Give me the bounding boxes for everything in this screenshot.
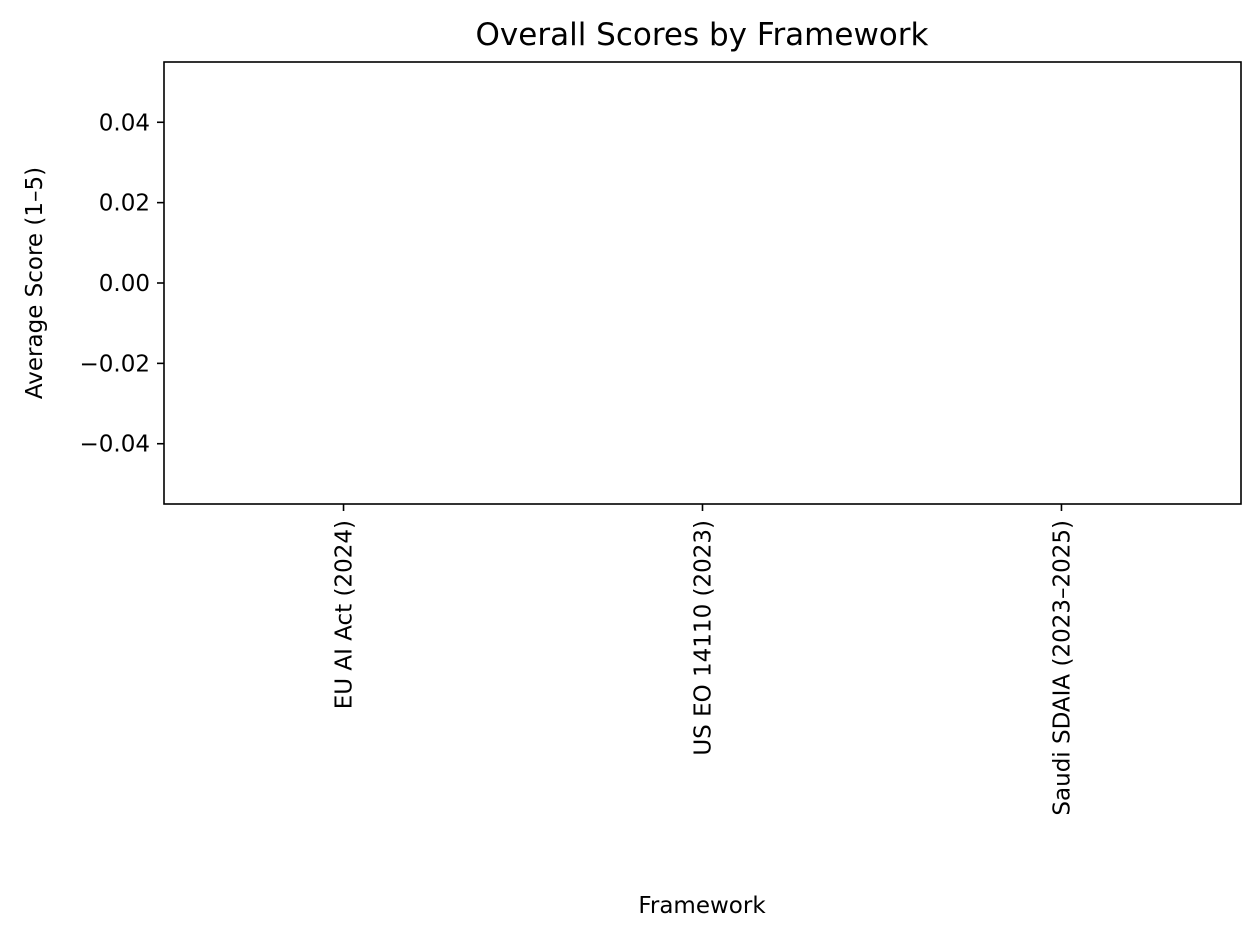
y-tick-label: 0.02 — [99, 191, 150, 217]
x-tick-label: EU AI Act (2024) — [332, 520, 358, 709]
y-tick-label: 0.04 — [99, 110, 150, 136]
x-tick-label: US EO 14110 (2023) — [691, 520, 717, 756]
y-tick-label: 0.00 — [99, 271, 150, 297]
y-axis-label: Average Score (1–5) — [22, 167, 48, 399]
y-tick-label: −0.02 — [80, 351, 150, 377]
chart-title: Overall Scores by Framework — [476, 17, 929, 53]
y-tick-label: −0.04 — [80, 432, 150, 458]
x-axis-ticks: EU AI Act (2024) US EO 14110 (2023) Saudi … — [332, 504, 1075, 816]
plot-area-frame — [163, 61, 1242, 505]
x-axis-label: Framework — [638, 893, 766, 919]
x-tick-label: Saudi SDAIA (2023–2025) — [1049, 520, 1075, 816]
y-axis-ticks: 0.04 0.02 0.00 −0.02 −0.04 — [80, 110, 164, 458]
